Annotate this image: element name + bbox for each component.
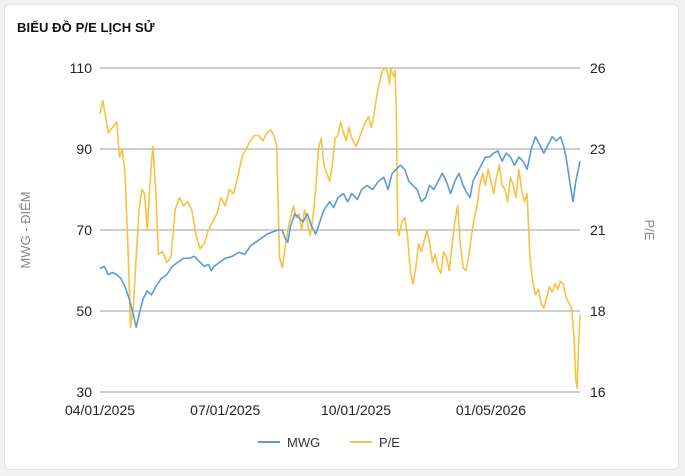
- right-tick-label: 18: [590, 303, 606, 319]
- x-tick-label: 04/01/2025: [65, 402, 135, 418]
- gridlines: [100, 67, 580, 393]
- left-tick-label: 70: [76, 222, 92, 238]
- right-tick-label: 23: [590, 141, 606, 157]
- right-axis-label: P/E: [642, 220, 657, 241]
- left-tick-label: 50: [76, 303, 92, 319]
- x-tick-label: 07/01/2025: [190, 402, 260, 418]
- series-line-pe: [99, 67, 581, 389]
- chart-card: BIỂU ĐỒ P/E LỊCH SỬ 30 50 70 90 110 16 18 21 23…: [4, 4, 679, 470]
- legend-label: MWG: [287, 435, 320, 450]
- right-tick-label: 16: [590, 384, 606, 400]
- x-tick-label: 10/01/2025: [321, 402, 391, 418]
- pe-history-chart: 30 50 70 90 110 16 18 21 23 26 04/01/2025 07/01/2…: [18, 60, 657, 450]
- series-line-mwg: [99, 136, 581, 328]
- right-axis-ticks: 16 18 21 23 26: [590, 60, 606, 400]
- right-tick-label: 21: [590, 222, 606, 238]
- legend-label: P/E: [379, 435, 400, 450]
- left-axis-ticks: 30 50 70 90 110: [70, 60, 93, 400]
- x-tick-label: 01/05/2026: [456, 402, 526, 418]
- left-tick-label: 30: [76, 384, 92, 400]
- left-tick-label: 90: [76, 141, 92, 157]
- legend: MWG P/E: [258, 435, 400, 450]
- left-axis-label: MWG - ĐIỂM: [18, 191, 33, 268]
- left-tick-label: 110: [70, 60, 93, 76]
- x-axis-ticks: 04/01/2025 07/01/2025 10/01/2025 01/05/2026: [65, 402, 526, 418]
- series-lines: [99, 67, 581, 389]
- right-tick-label: 26: [590, 60, 606, 76]
- chart-title: BIỂU ĐỒ P/E LỊCH SỬ: [17, 20, 155, 35]
